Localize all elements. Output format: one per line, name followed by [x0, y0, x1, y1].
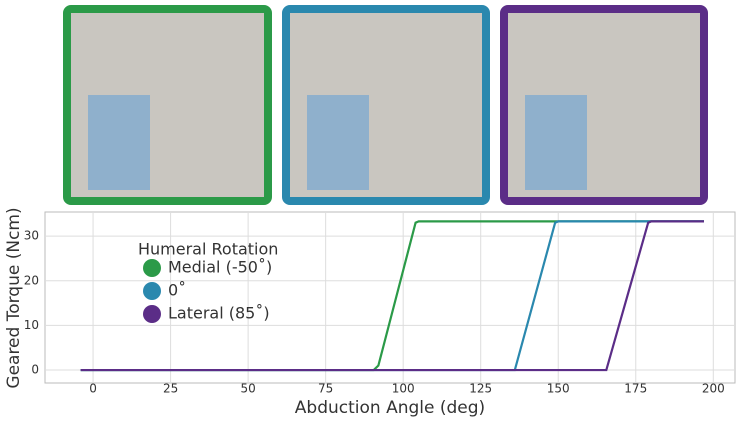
legend-marker	[143, 259, 161, 277]
y-tick-label: 0	[31, 363, 39, 377]
data-line	[80, 220, 704, 372]
legend-label: Medial (-50˚)	[168, 258, 272, 277]
x-tick-label: 100	[392, 382, 415, 396]
x-tick-label: 175	[624, 382, 647, 396]
photos	[63, 5, 708, 205]
shirt	[525, 95, 587, 190]
x-tick-label: 0	[89, 382, 97, 396]
x-tick-label: 150	[547, 382, 570, 396]
y-tick-label: 10	[24, 318, 39, 332]
legend-marker	[143, 282, 161, 300]
y-tick-label: 30	[24, 229, 39, 243]
legend-marker	[143, 305, 161, 323]
x-tick-label: 125	[469, 382, 492, 396]
x-tick-label: 50	[240, 382, 255, 396]
x-tick-label: 75	[318, 382, 333, 396]
x-axis-label: Abduction Angle (deg)	[295, 398, 485, 418]
legend-title: Humeral Rotation	[138, 240, 278, 259]
legend-label: 0˚	[168, 281, 186, 300]
y-tick-label: 20	[24, 273, 39, 287]
shirt	[307, 95, 369, 190]
x-tick-label: 25	[163, 382, 178, 396]
y-axis-label: Geared Torque (Ncm)	[4, 207, 24, 388]
legend-label: Lateral (85˚)	[168, 304, 270, 323]
plot-area	[44, 211, 736, 384]
x-tick-label: 200	[702, 382, 725, 396]
lines	[80, 220, 704, 372]
shirt	[88, 95, 150, 190]
